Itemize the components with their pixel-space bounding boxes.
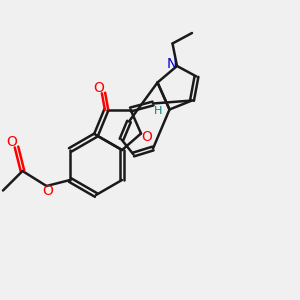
Text: O: O <box>94 82 104 95</box>
Text: O: O <box>43 184 53 198</box>
Text: O: O <box>141 130 152 144</box>
Text: H: H <box>154 106 163 116</box>
Text: N: N <box>167 58 177 71</box>
Text: O: O <box>7 136 17 149</box>
